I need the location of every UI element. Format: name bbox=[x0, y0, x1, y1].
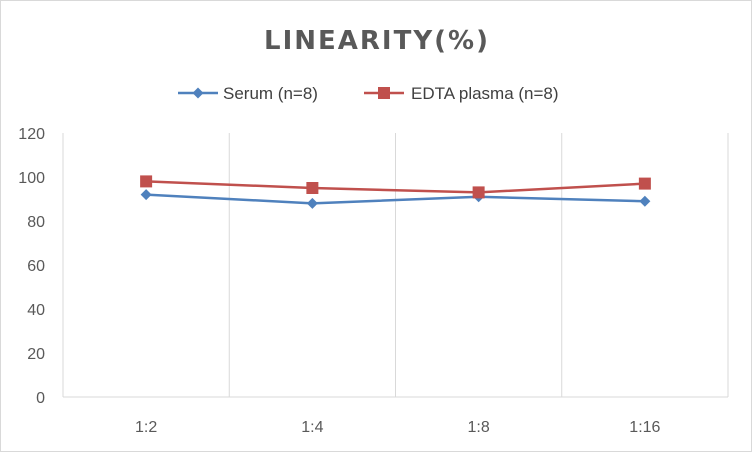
edta-plasma-point bbox=[638, 177, 651, 190]
edta-plasma-point bbox=[140, 175, 153, 188]
serum-point bbox=[639, 195, 651, 207]
y-tick-label: 40 bbox=[27, 302, 45, 319]
legend: Serum (n=8) EDTA plasma (n=8) bbox=[178, 84, 559, 103]
x-tick-label: 1:16 bbox=[629, 419, 660, 436]
edta-plasma-point bbox=[472, 186, 485, 199]
chart-title: LINEARITY(%) bbox=[264, 26, 490, 56]
x-tick-label: 1:2 bbox=[135, 419, 157, 436]
series-line bbox=[146, 193, 645, 205]
x-tick-label: 1:4 bbox=[301, 419, 323, 436]
serum-point bbox=[306, 197, 318, 209]
y-tick-label: 60 bbox=[27, 258, 45, 275]
legend-square-marker bbox=[378, 87, 390, 99]
series-group bbox=[140, 175, 651, 209]
grid bbox=[228, 133, 729, 397]
legend-label: EDTA plasma (n=8) bbox=[411, 84, 559, 103]
axes: 0 20 40 60 80 100 120 1:2 1:4 1:8 1:16 bbox=[18, 126, 728, 436]
y-tick-label: 100 bbox=[18, 170, 45, 187]
serum-point bbox=[140, 189, 152, 201]
y-tick-label: 80 bbox=[27, 214, 45, 231]
x-tick-label: 1:8 bbox=[468, 419, 490, 436]
legend-diamond-marker bbox=[192, 87, 204, 99]
series-line bbox=[146, 180, 645, 194]
edta-plasma-point bbox=[306, 182, 319, 194]
y-tick-label: 0 bbox=[36, 390, 45, 407]
legend-label: Serum (n=8) bbox=[223, 84, 318, 103]
y-tick-label: 120 bbox=[18, 126, 45, 143]
y-tick-label: 20 bbox=[27, 346, 45, 363]
